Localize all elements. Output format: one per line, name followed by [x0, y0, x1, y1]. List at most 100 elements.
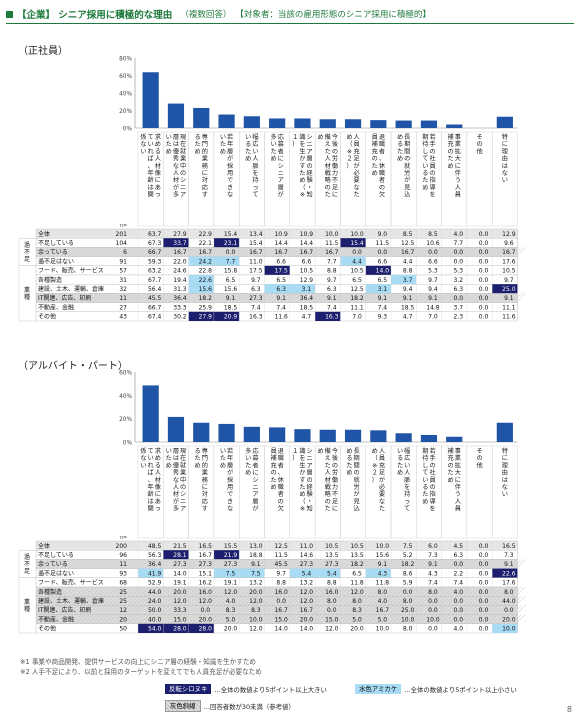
category-label-char: に: [202, 484, 208, 491]
table-cell: 30.2: [173, 314, 187, 321]
table-cell: 7.3: [428, 552, 438, 559]
gray-hatch: [243, 247, 254, 257]
category-label-char: が: [354, 490, 361, 498]
gray-hatch: [307, 559, 318, 569]
gray-hatch: [323, 596, 334, 606]
gray-hatch: [391, 559, 402, 569]
gray-hatch: [379, 596, 390, 606]
category-label-char: の: [476, 141, 482, 148]
table-cell: 13.5: [325, 552, 339, 559]
y-tick-label: 40%: [119, 394, 132, 400]
category-label-char: 経: [307, 483, 314, 491]
table-cell: 6.3: [251, 286, 261, 293]
category-label-char: ）: [292, 455, 298, 462]
gray-hatch: [299, 247, 310, 257]
gray-hatch: [399, 605, 410, 615]
category-label-char: を: [299, 141, 305, 148]
gray-hatch: [155, 586, 166, 597]
category-label-char: い: [166, 134, 172, 141]
gray-hatch: [211, 247, 222, 257]
category-label-char: 補: [448, 133, 454, 141]
gray-hatch: [95, 247, 106, 257]
gray-hatch: [75, 559, 86, 569]
gray-hatch: [399, 586, 410, 597]
category-label-char: な: [502, 484, 508, 491]
gray-hatch: [123, 247, 134, 257]
category-label-char: 待: [422, 454, 428, 462]
row-label: IT関連、広告、印刷: [38, 606, 91, 614]
gray-hatch: [107, 559, 118, 569]
page-title: 【企業】 シニア採用に積極的な理由 （複数回答） 【対象者：当該の雇用形態のシニ…: [6, 6, 570, 22]
gray-hatch: [227, 586, 238, 597]
gray-hatch: [55, 614, 66, 624]
table-cell: 15.6: [376, 552, 390, 559]
gray-hatch: [279, 596, 290, 606]
y-tick-label: 40%: [119, 92, 132, 98]
category-label-char: 年: [148, 169, 154, 177]
cell-highlight-light: [188, 284, 214, 294]
gray-hatch: [431, 293, 442, 303]
gray-hatch: [263, 559, 274, 569]
table-cell: 6.5: [226, 277, 236, 284]
gray-hatch: [327, 596, 338, 606]
gray-hatch: [287, 559, 298, 569]
category-label-char: 層: [307, 156, 313, 163]
gray-hatch: [75, 293, 86, 303]
category-label-char: か: [299, 156, 305, 163]
table-cell: 8.0: [352, 598, 362, 605]
gray-hatch: [263, 293, 274, 303]
gray-hatch: [127, 247, 138, 257]
gray-hatch: [447, 614, 458, 624]
gray-hatch: [495, 559, 506, 569]
gray-hatch: [507, 559, 518, 569]
gray-hatch: [311, 247, 322, 257]
table-cell: 15.4: [224, 231, 238, 238]
category-label-char: 多: [173, 505, 179, 513]
gray-hatch: [279, 293, 290, 303]
gray-hatch: [151, 596, 162, 606]
gray-hatch: [283, 247, 294, 257]
category-label-char: っ: [252, 184, 258, 191]
category-label-char: （: [346, 141, 352, 148]
category-label-char: シ: [307, 134, 313, 141]
gray-hatch: [339, 559, 350, 569]
gray-hatch: [271, 559, 282, 569]
gray-hatch: [139, 247, 150, 257]
table-cell: 15.6: [199, 286, 213, 293]
gray-hatch: [219, 605, 230, 615]
category-label-char: 中: [180, 476, 186, 484]
category-label-char: 用: [227, 484, 233, 491]
gray-hatch: [163, 586, 174, 597]
category-label-char: 多: [173, 191, 179, 199]
gray-hatch: [291, 586, 302, 597]
category-label-char: 員: [429, 163, 435, 170]
gray-hatch: [359, 605, 370, 615]
gray-hatch: [319, 559, 330, 569]
cell-highlight-light: [188, 256, 214, 266]
gray-hatch: [255, 596, 266, 606]
category-label-char: 者: [278, 148, 284, 155]
gray-hatch: [243, 559, 254, 569]
category-label-char: の: [307, 477, 313, 484]
gray-hatch: [71, 614, 82, 624]
category-label-char: ア: [278, 177, 284, 184]
category-label-char: を: [429, 192, 435, 199]
table-cell: 5.9: [403, 580, 413, 587]
gray-hatch: [335, 605, 346, 615]
table-cell: 13.4: [249, 231, 263, 238]
row-n: 25: [119, 598, 127, 605]
gray-hatch: [507, 293, 518, 303]
category-label-char: シ: [180, 491, 186, 498]
table-cell: 15.4: [350, 240, 364, 247]
table-cell: 0.0: [428, 626, 438, 633]
category-label-char: 像: [155, 169, 161, 177]
gray-hatch: [471, 559, 482, 569]
gray-hatch: [355, 247, 366, 257]
gray-hatch: [435, 586, 446, 597]
gray-hatch: [447, 596, 458, 606]
gray-hatch: [491, 559, 502, 569]
table-cell: 44.0: [502, 598, 516, 605]
table-cell: 9.1: [378, 561, 388, 568]
bar: [319, 119, 336, 128]
category-label-char: 人: [455, 498, 461, 505]
